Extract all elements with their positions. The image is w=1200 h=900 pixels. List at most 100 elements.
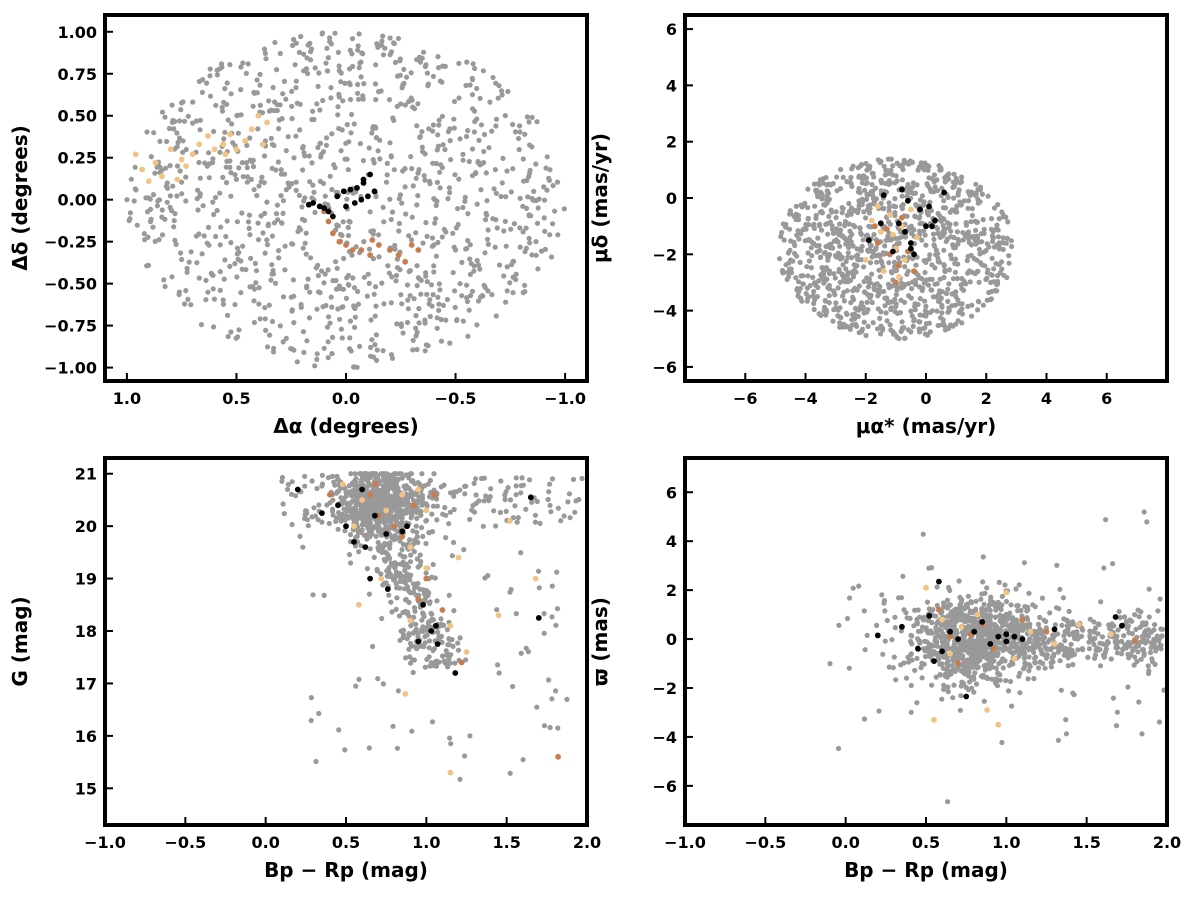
- field-point: [823, 266, 830, 272]
- member-point-orange-light: [923, 584, 929, 591]
- field-point: [262, 250, 268, 256]
- field-point: [403, 561, 409, 567]
- x-tick-label: 0.5: [912, 833, 940, 852]
- field-point: [490, 74, 496, 81]
- member-point-black: [334, 193, 341, 200]
- field-point: [398, 471, 404, 477]
- field-point: [445, 196, 451, 202]
- field-point: [422, 664, 428, 670]
- field-point: [934, 281, 940, 287]
- field-point: [886, 664, 892, 670]
- field-point: [229, 121, 235, 127]
- field-point: [570, 476, 577, 482]
- field-point: [922, 298, 928, 304]
- field-point: [1003, 598, 1010, 605]
- field-point: [793, 275, 799, 281]
- field-point: [236, 165, 242, 171]
- field-point: [886, 260, 892, 266]
- field-point: [852, 321, 858, 327]
- field-point: [467, 733, 473, 739]
- field-point: [446, 185, 452, 191]
- field-point: [310, 592, 316, 598]
- field-point: [460, 151, 466, 157]
- field-point: [420, 643, 426, 649]
- field-point: [315, 273, 321, 279]
- field-point: [367, 534, 373, 540]
- field-point: [501, 228, 507, 234]
- field-point: [858, 199, 864, 205]
- field-point: [353, 683, 359, 689]
- member-point-black: [880, 192, 887, 199]
- field-point: [939, 185, 945, 191]
- field-point: [437, 78, 443, 84]
- member-point-orange-light: [248, 126, 255, 133]
- field-point: [280, 294, 287, 300]
- field-point: [281, 510, 287, 517]
- field-point: [283, 187, 289, 193]
- field-point: [202, 160, 208, 166]
- field-point: [505, 88, 511, 95]
- field-point: [996, 240, 1002, 246]
- field-point: [1132, 654, 1138, 660]
- x-tick-label: −1.0: [664, 833, 706, 852]
- field-point: [456, 176, 462, 182]
- field-point: [883, 237, 889, 243]
- field-point: [167, 193, 173, 199]
- field-point: [915, 628, 922, 635]
- member-point-black: [347, 186, 354, 193]
- field-point: [549, 583, 555, 589]
- field-point: [269, 233, 275, 239]
- field-point: [1097, 640, 1103, 646]
- field-point: [387, 196, 393, 202]
- field-point: [919, 675, 925, 681]
- field-point: [860, 304, 866, 310]
- series-orange-light: [339, 481, 539, 776]
- field-point: [831, 289, 837, 295]
- field-point: [239, 210, 245, 216]
- field-point: [474, 322, 480, 328]
- field-point: [826, 293, 832, 299]
- field-point: [375, 676, 381, 682]
- field-point: [441, 482, 447, 488]
- field-point: [359, 503, 365, 510]
- field-point: [929, 682, 935, 688]
- field-point: [905, 327, 912, 333]
- field-point: [240, 243, 246, 249]
- field-point: [856, 257, 862, 263]
- field-point: [323, 60, 329, 66]
- member-point-orange-dark: [367, 252, 373, 258]
- field-point: [547, 232, 553, 238]
- field-point: [960, 660, 967, 666]
- field-point: [946, 267, 953, 273]
- field-point: [922, 638, 928, 645]
- field-point: [960, 617, 966, 623]
- field-point: [892, 196, 898, 202]
- field-point: [381, 301, 387, 307]
- field-point: [437, 169, 443, 175]
- field-point: [154, 203, 160, 209]
- field-point: [212, 194, 219, 201]
- field-point: [969, 206, 975, 212]
- field-point: [1048, 660, 1054, 666]
- field-point: [256, 301, 262, 307]
- field-point: [410, 669, 416, 676]
- field-point: [1039, 628, 1045, 635]
- field-point: [457, 281, 463, 287]
- member-point-orange-light: [227, 131, 233, 138]
- field-point: [1105, 640, 1111, 646]
- field-point: [860, 237, 866, 243]
- field-point: [504, 168, 510, 174]
- field-point: [999, 266, 1005, 272]
- field-point: [541, 197, 548, 203]
- field-point: [379, 280, 385, 286]
- field-point: [874, 622, 880, 629]
- field-point: [847, 326, 853, 332]
- field-point: [948, 671, 954, 677]
- field-point: [343, 295, 349, 301]
- field-point: [465, 237, 471, 244]
- field-point: [885, 281, 892, 287]
- field-point: [301, 198, 307, 204]
- field-point: [300, 329, 307, 335]
- field-point: [436, 65, 442, 71]
- field-point: [193, 118, 200, 124]
